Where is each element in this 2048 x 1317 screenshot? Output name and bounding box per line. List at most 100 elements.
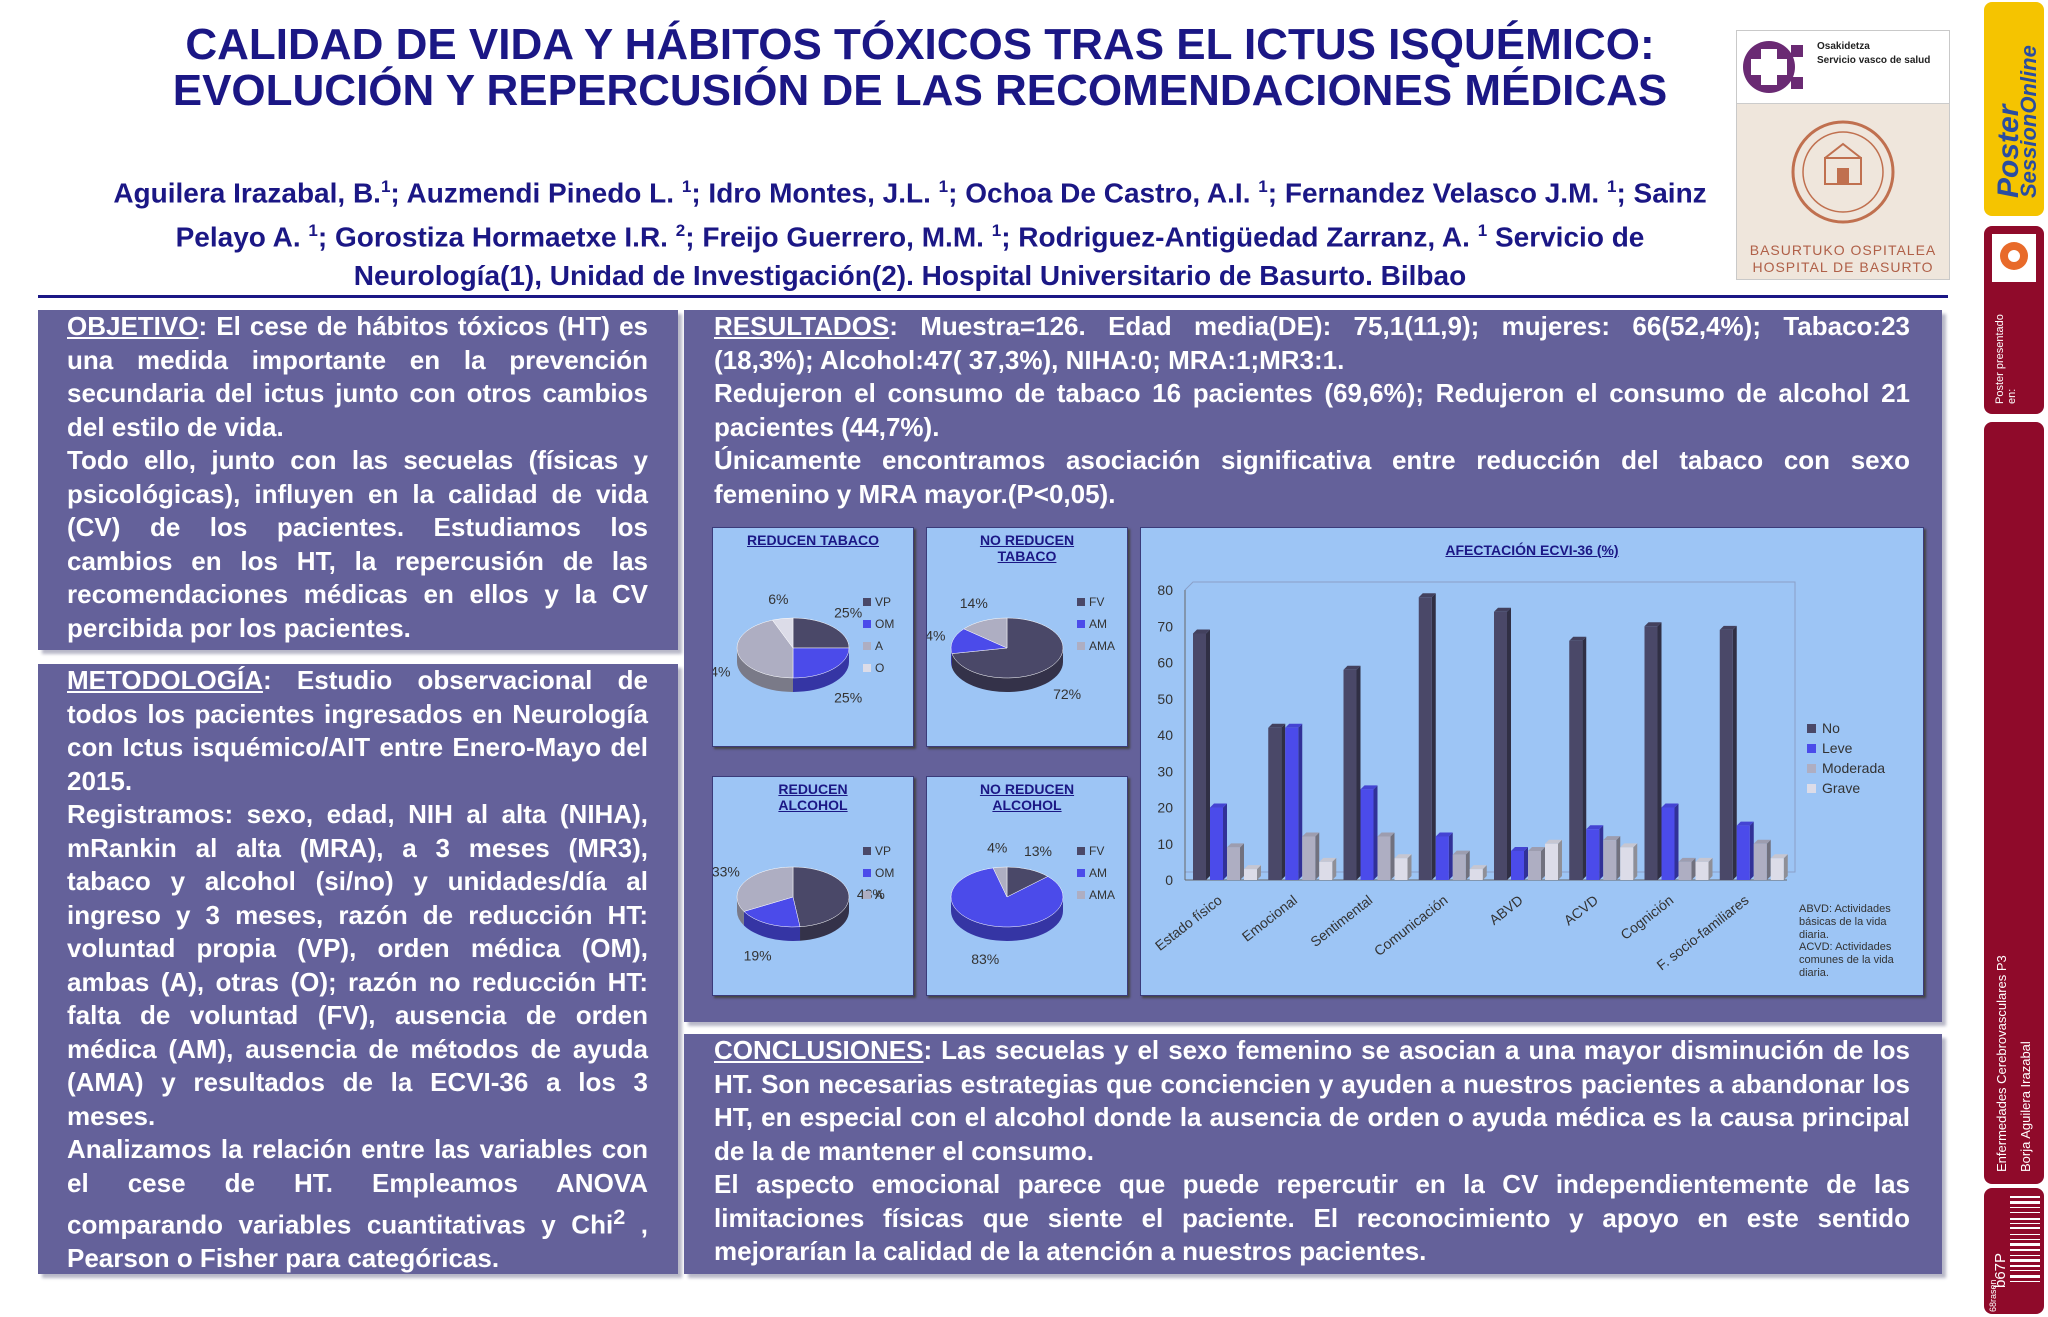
bar-grave: [1244, 869, 1257, 880]
legend-swatch: [863, 664, 871, 672]
pie-slice-a: [736, 619, 794, 679]
bar-top: [1302, 832, 1320, 837]
bar-top: [1193, 629, 1210, 634]
barcode-bar: [2010, 1239, 2040, 1240]
bar-no: [1418, 597, 1432, 880]
legend-swatch: [863, 869, 871, 877]
bar-moderada: [1452, 854, 1466, 880]
barcode-panel: b67P 68rasen: [1984, 1188, 2044, 1314]
logo-org-line2: Servicio vasco de salud: [1817, 55, 1931, 66]
bar-side: [1407, 854, 1412, 880]
bar-side: [1257, 865, 1261, 880]
bar-side: [1582, 636, 1587, 880]
author-affiliation-mark: 1: [991, 221, 1002, 241]
bar-no: [1569, 640, 1583, 880]
x-category-label: Estado físico: [1152, 892, 1225, 954]
hospital-logo: Osakidetza Servicio vasco de salud BASUR…: [1736, 30, 1950, 280]
barcode-icon: [2010, 1196, 2040, 1282]
pie-slice-side: [951, 648, 1063, 692]
conclusiones-text-1: : Las secuelas y el sexo femenino se aso…: [714, 1035, 1910, 1166]
legend-label: AMA: [1089, 888, 1115, 902]
pie-slice-label: 25%: [834, 689, 862, 705]
x-category-label: Cognición: [1617, 892, 1676, 943]
bar-top: [1377, 832, 1395, 837]
pie-slice-vp: [792, 866, 850, 928]
pie-slice-side: [793, 648, 849, 692]
bar-no: [1193, 633, 1206, 880]
bar-side: [1281, 723, 1286, 880]
legend-label: AMA: [1089, 639, 1115, 653]
objetivo-paragraph-2: Todo ello, junto con las secuelas (físic…: [67, 445, 648, 643]
legend-label: Moderada: [1822, 760, 1885, 776]
bar-top: [1435, 832, 1453, 837]
bar-top: [1545, 839, 1562, 844]
hospital-seal-icon: [1791, 120, 1895, 224]
pie-slice-label: 14%: [927, 628, 945, 644]
bar-grave: [1545, 843, 1558, 880]
bar-side: [1599, 825, 1604, 880]
bar-no: [1719, 629, 1733, 880]
bar-top: [1227, 843, 1244, 848]
pie-chart-title: REDUCEN ALCOHOL: [778, 781, 848, 813]
pie-slice-side: [737, 648, 793, 692]
author-name: Sainz Pelayo A.: [175, 177, 1707, 253]
bar-side: [1431, 593, 1436, 880]
bar-chart-ecvi36: AFECTACIÓN ECVI-36 (%) 0 10 20 30 40 50 60 70 80 E…: [1140, 527, 1924, 996]
pie-chart-reducen-tabaco: REDUCEN TABACO 25% 25% 44% 6% VP OM AO: [712, 527, 914, 747]
metodologia-superscript: 2: [613, 1204, 626, 1229]
legend-swatch: [1077, 642, 1085, 650]
bar-top: [1528, 847, 1545, 851]
bar-grave: [1695, 861, 1709, 880]
barcode-bar: [2010, 1249, 2040, 1251]
pie-slice-ama: [992, 866, 1008, 898]
legend-swatch: [863, 891, 871, 899]
legend-label: FV: [1089, 595, 1104, 609]
objetivo-panel: OBJETIVO: El cese de hábitos tóxicos (HT…: [38, 310, 678, 650]
bar-leve: [1210, 807, 1223, 880]
poster-title: CALIDAD DE VIDA Y HÁBITOS TÓXICOS TRAS E…: [172, 20, 1668, 115]
y-tick-label: 20: [1157, 800, 1173, 816]
legend-swatch: [1807, 724, 1816, 733]
bar-side: [1482, 865, 1487, 880]
y-tick-label: 80: [1157, 582, 1173, 598]
chart-footnote: ACVD: Actividades comunes de la vida dia…: [1799, 941, 1894, 979]
metodologia-text-1: : Estudio observacional de todos los pac…: [67, 665, 648, 796]
author-affiliation-mark: 1: [308, 221, 318, 241]
pie-slice-o: [771, 617, 794, 649]
x-category-label: ACVD: [1561, 892, 1602, 929]
bar-side: [1356, 665, 1361, 880]
resultados-text-1: : Muestra=126. Edad media(DE): 75,1(11,9…: [714, 311, 1910, 375]
author-list: Aguilera Irazabal, B.1; Auzmendi Pinedo …: [113, 177, 1707, 291]
pie-slice-side: [951, 897, 1063, 941]
pie-slice-label: 13%: [1024, 843, 1052, 859]
legend-swatch: [863, 620, 871, 628]
conclusiones-panel: CONCLUSIONES: Las secuelas y el sexo fem…: [684, 1034, 1942, 1274]
logo-hospital-line2: HOSPITAL DE BASURTO: [1752, 259, 1934, 275]
pie-slice-label: 25%: [834, 605, 862, 621]
bar-side: [1298, 723, 1303, 880]
osakidetza-logo: Osakidetza Servicio vasco de salud: [1737, 31, 1949, 104]
poster-session-brand[interactable]: Poster SessionOnline: [1984, 2, 2044, 216]
author-name: Auzmendi Pinedo L.: [406, 177, 682, 209]
congress-panel[interactable]: Poster presentado en:: [1984, 226, 2044, 414]
bar-side: [1674, 803, 1679, 880]
bar-top: [1210, 803, 1227, 808]
bar-side: [1373, 785, 1378, 880]
barcode-bar: [2010, 1196, 2040, 1198]
bar-grave: [1620, 847, 1634, 880]
x-category-label: Comunicación: [1371, 892, 1451, 959]
author-affiliation-mark: 1: [681, 177, 692, 196]
author-name: Fernandez Velasco J.M.: [1284, 177, 1607, 209]
legend-label: OM: [875, 617, 894, 631]
bar-top: [1586, 825, 1604, 830]
conclusiones-heading: CONCLUSIONES: [714, 1035, 924, 1065]
bar-leve: [1736, 825, 1750, 880]
bar-top: [1603, 836, 1621, 841]
bar-side: [1240, 843, 1244, 880]
barcode-bar: [2010, 1201, 2040, 1204]
pie-slice-vp: [792, 617, 850, 649]
author-name: Gorostiza Hormaetxe I.R.: [334, 221, 676, 253]
metodologia-paragraph-2: Registramos: sexo, edad, NIH al alta (NI…: [67, 799, 648, 1131]
bar-top: [1319, 857, 1337, 862]
legend-label: AM: [1089, 866, 1107, 880]
